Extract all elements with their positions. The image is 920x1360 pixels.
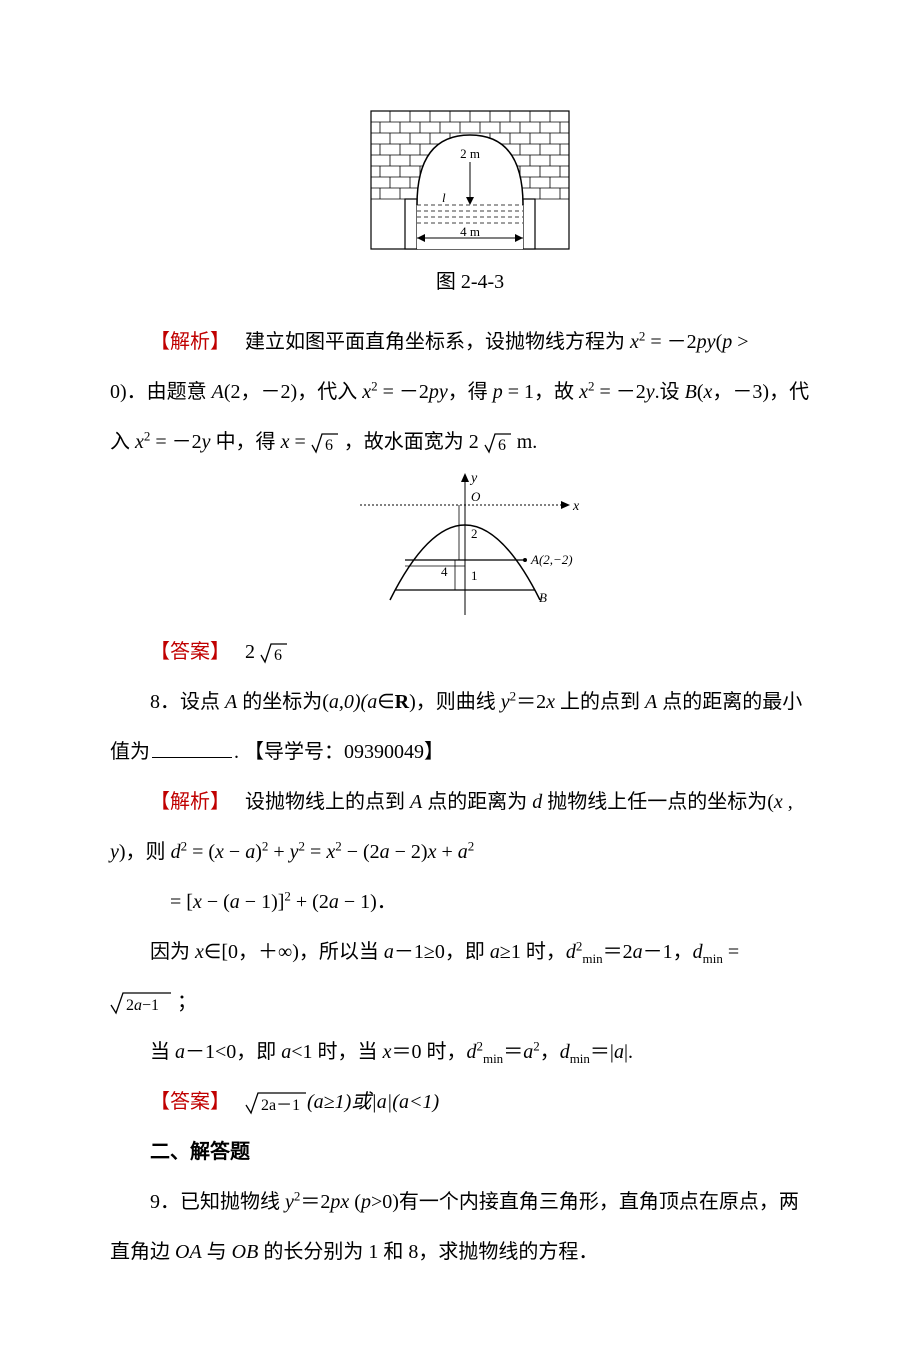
analysis-7-line2: 0)．由题意 A(2，－2)，代入 x2 = －2py，得 p = 1，故 x2… (110, 370, 830, 414)
svg-text:x: x (572, 499, 580, 514)
svg-text:B: B (539, 590, 547, 605)
svg-text:y: y (469, 471, 478, 486)
svg-text:2a－1: 2a－1 (261, 1097, 300, 1114)
label-answer: 【答案】 (150, 641, 230, 663)
blank-fill (152, 749, 232, 758)
svg-text:2a−1: 2a−1 (126, 997, 159, 1014)
section-2-title: 二、解答题 (110, 1130, 830, 1174)
analysis-7-line3: 入 x2 = －2y 中，得 x = 6 ，故水面宽为 2 6 m. (110, 420, 830, 464)
answer-7: 【答案】 2 6 (110, 630, 830, 674)
label-analysis-2: 【解析】 (150, 791, 230, 813)
analysis-8-line5: 2a−1 ； (110, 980, 830, 1024)
sqrt2a-1-icon: 2a−1 (110, 991, 172, 1015)
sqrt6-ans-icon: 6 (260, 642, 288, 664)
question-8-line2: 值为. 【导学号：09390049】 (110, 730, 830, 774)
question-9-line1: 9．已知抛物线 y2＝2px (p>0)有一个内接直角三角形，直角顶点在原点，两 (110, 1180, 830, 1224)
svg-text:2: 2 (471, 526, 478, 541)
answer-8: 【答案】 2a－1(a≥1)或|a|(a<1) (110, 1080, 830, 1124)
question-9-line2: 直角边 OA 与 OB 的长分别为 1 和 8，求抛物线的方程． (110, 1230, 830, 1274)
sqrt6-2-icon: 6 (484, 432, 512, 454)
svg-text:6: 6 (274, 647, 282, 664)
analysis-8-line6: 当 a－1<0，即 a<1 时，当 x＝0 时，d2min＝a2，dmin＝|a… (110, 1030, 830, 1074)
figure-parabola: x y O 2 1 4 A(2,−2) B (110, 470, 830, 620)
svg-text:O: O (471, 489, 481, 504)
question-8-line1: 8．设点 A 的坐标为(a,0)(a∈R)，则曲线 y2＝2x 上的点到 A 点… (110, 680, 830, 724)
analysis-8-line1: 【解析】 设抛物线上的点到 A 点的距离为 d 抛物线上任一点的坐标为(x , (110, 780, 830, 824)
svg-text:6: 6 (498, 437, 506, 454)
tunnel-svg: 2 m l 4 m (370, 110, 570, 250)
label-2m: 2 m (460, 146, 480, 161)
parabola-svg: x y O 2 1 4 A(2,−2) B (355, 470, 585, 620)
label-answer-2: 【答案】 (150, 1091, 230, 1113)
sqrt6-1-icon: 6 (311, 432, 339, 454)
analysis-8-line4: 因为 x∈[0，＋∞)，所以当 a－1≥0，即 a≥1 时，d2min＝2a－1… (110, 930, 830, 974)
label-l: l (442, 190, 446, 205)
label-4m: 4 m (460, 224, 480, 239)
svg-text:6: 6 (325, 437, 333, 454)
sqrt2a-1-ans-icon: 2a－1 (245, 1091, 307, 1115)
figure-tunnel-caption: 图 2-4-3 (110, 260, 830, 304)
figure-tunnel: 2 m l 4 m (110, 110, 830, 250)
label-analysis: 【解析】 (150, 331, 230, 353)
analysis-8-line2: y)，则 d2 = (x − a)2 + y2 = x2 − (2a − 2)x… (110, 830, 830, 874)
analysis-8-line3: = [x − (a − 1)]2 + (2a − 1)． (110, 880, 830, 924)
svg-text:1: 1 (471, 568, 478, 583)
analysis-7-line1: 【解析】 建立如图平面直角坐标系，设抛物线方程为 x2 = －2py(p > (110, 320, 830, 364)
svg-text:A(2,−2): A(2,−2) (530, 552, 573, 567)
